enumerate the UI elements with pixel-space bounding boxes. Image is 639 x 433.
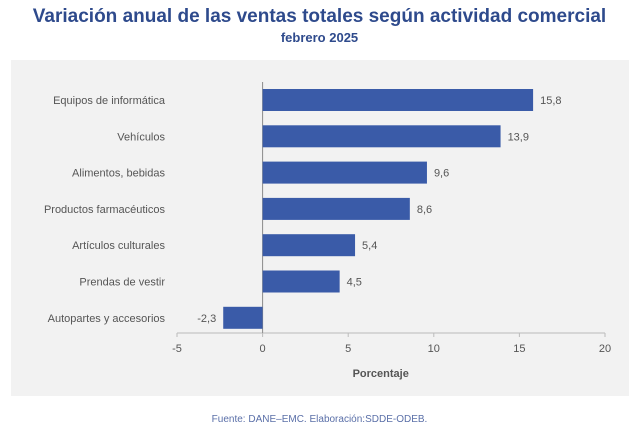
x-tick-label: 10 [428,343,440,355]
data-label: 5,4 [362,240,377,252]
chart-title: Variación anual de las ventas totales se… [32,6,607,27]
source-note: Fuente: DANE–EMC. Elaboración:SDDE-ODEB. [211,414,428,425]
bar [262,270,340,293]
bar [223,306,263,329]
x-tick-label: -5 [172,343,182,355]
category-label: Vehículos [117,131,165,143]
data-label: -2,3 [197,313,216,325]
data-label: 8,6 [417,204,432,216]
bar [262,125,501,148]
category-label: Equipos de informática [53,95,166,107]
chart-subtitle: febrero 2025 [280,30,359,45]
x-axis-title: Porcentaje [353,368,409,380]
data-label: 9,6 [434,168,449,180]
bar [262,161,427,184]
bar-chart: -5 0 5 10 15 20 Equipos de informática 15,8 Vehí… [44,82,611,380]
x-tick-label: 5 [345,343,351,355]
data-label: 13,9 [508,131,529,143]
category-label: Productos farmacéuticos [44,204,166,216]
data-label: 15,8 [540,95,561,107]
category-label: Autopartes y accesorios [48,313,166,325]
bar [262,197,410,220]
x-tick-label: 20 [599,343,611,355]
bar [262,89,534,111]
x-tick-label: 0 [260,343,266,355]
category-label: Prendas de vestir [79,277,165,289]
bar [262,234,356,257]
category-label: Artículos culturales [72,240,165,252]
plot-panel: -5 0 5 10 15 20 Equipos de informática 15,8 Vehí… [11,60,629,396]
x-tick-label: 15 [513,343,525,355]
category-label: Alimentos, bebidas [72,168,165,180]
data-label: 4,5 [347,277,362,289]
